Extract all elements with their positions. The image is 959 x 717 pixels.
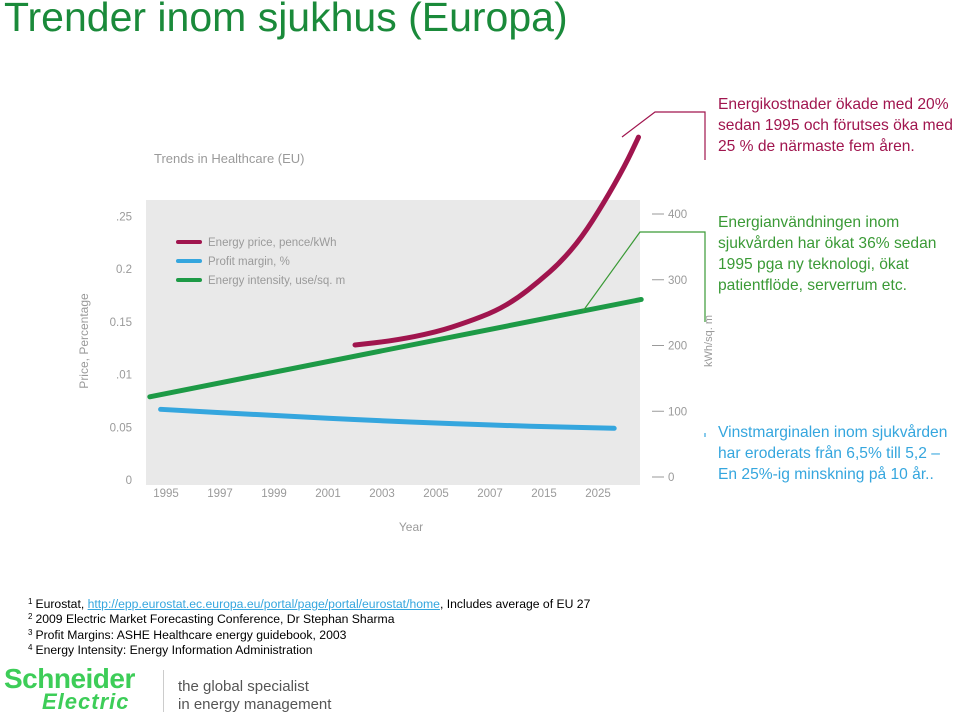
legend-label-1: Energy price, pence/kWh: [208, 237, 336, 249]
series-line-3: [147, 296, 644, 400]
right-tick-label: 400: [668, 209, 687, 221]
x-tick-label: 2003: [369, 488, 395, 500]
logo-divider: [163, 670, 164, 712]
page-title: Trender inom sjukhus (Europa): [4, 0, 568, 40]
right-tick-label: 0: [668, 472, 674, 484]
legend-label-3: Energy intensity, use/sq. m: [208, 275, 345, 287]
right-tick-label: 300: [668, 275, 687, 287]
footnote-2: 2 2009 Electric Market Forecasting Confer…: [28, 612, 395, 627]
x-tick-label: 2005: [423, 488, 449, 500]
footnote-3: 3 Profit Margins: ASHE Healthcare energy …: [28, 627, 347, 642]
left-tick-label: 0.05: [110, 422, 132, 434]
callout-connector-energy-use: [582, 231, 706, 322]
x-tick-label: 1995: [153, 488, 179, 500]
footnote-4: 4 Energy Intensity: Energy Information Ad…: [28, 643, 313, 658]
right-axis-label: kWh/sq. m: [703, 315, 715, 367]
right-tick-label: 200: [668, 341, 687, 353]
eurostat-link[interactable]: http://epp.eurostat.ec.europa.eu/portal/…: [87, 597, 440, 611]
series-line-1: [352, 134, 641, 348]
callout-profit-margin: Vinstmarginalen inom sjukvården har erod…: [718, 424, 948, 483]
logo-brand-line1: Schneider: [4, 663, 135, 694]
logo-tagline: the global specialist in energy manageme…: [178, 678, 332, 713]
callout-energy-use: Energianvändningen inom sjukvården har ö…: [718, 214, 937, 294]
x-tick-label: 2007: [477, 488, 503, 500]
right-tick-label: 100: [668, 406, 687, 418]
footnotes: 1 Eurostat, http://epp.eurostat.ec.europa…: [28, 597, 590, 659]
x-tick-label: 2001: [315, 488, 341, 500]
callout-energy-cost: Energikostnader ökade med 20% sedan 1995…: [718, 96, 953, 155]
callout-connector-energy-cost: [621, 111, 706, 160]
x-tick-label: 1997: [207, 488, 233, 500]
legend-label-2: Profit margin, %: [208, 256, 290, 268]
x-tick-label: 1999: [261, 488, 287, 500]
left-axis-label: Price, Percentage: [77, 293, 91, 389]
x-tick-label: 2025: [585, 488, 611, 500]
left-tick-label: .25: [116, 211, 132, 223]
left-tick-label: 0.15: [110, 317, 132, 329]
left-tick-label: 0.2: [116, 264, 132, 276]
footnote-1: 1 Eurostat, http://epp.eurostat.ec.europa…: [28, 597, 591, 611]
left-tick-label: 0: [126, 475, 132, 487]
x-tick-label: 2015: [531, 488, 557, 500]
series-line-2: [158, 406, 617, 431]
chart-title: Trends in Healthcare (EU): [154, 151, 305, 166]
logo-brand-line2: Electric: [42, 689, 130, 714]
x-axis-label: Year: [399, 520, 423, 534]
left-tick-label: .01: [116, 370, 132, 382]
